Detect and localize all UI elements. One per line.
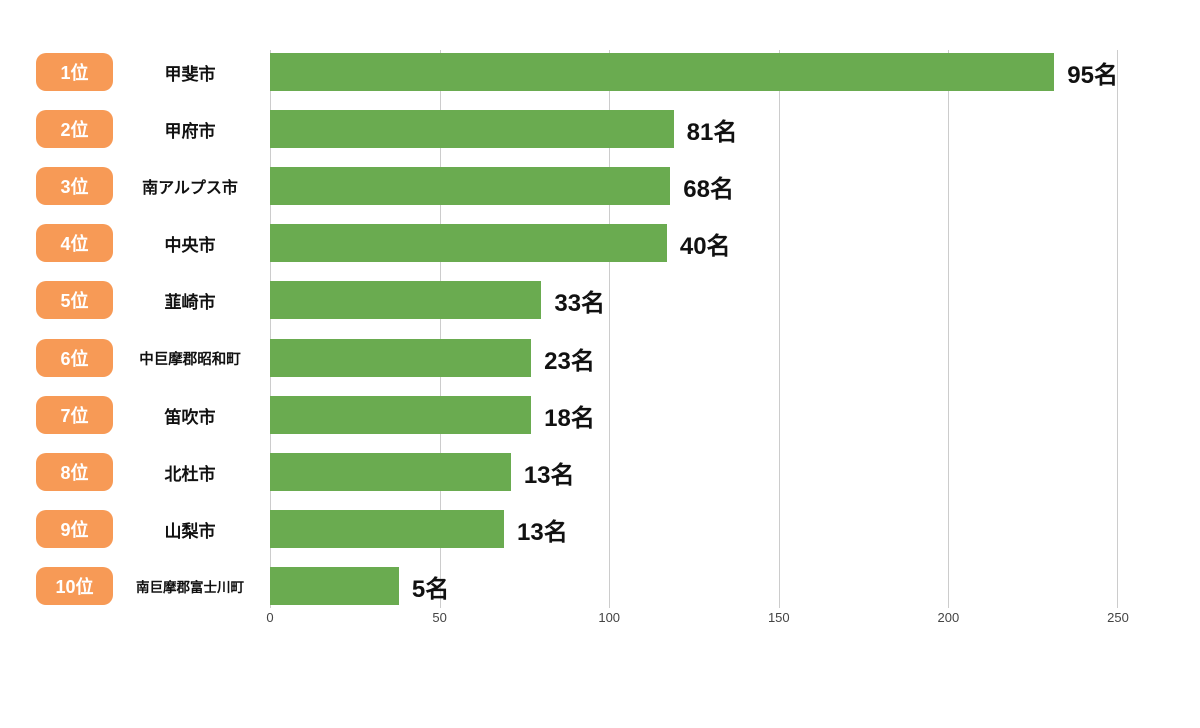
value-label: 13名 xyxy=(517,518,568,546)
value-label: 33名 xyxy=(554,289,606,317)
rank-label: 2位 xyxy=(60,120,89,140)
x-tick-label: 250 xyxy=(1107,610,1129,625)
rank-badge: 9位 xyxy=(36,510,113,548)
x-tick-label: 0 xyxy=(266,610,274,625)
ranking-row: 1位 甲斐市 95名 xyxy=(0,53,1200,91)
ranking-row: 7位 笛吹市 18名 xyxy=(0,396,1200,434)
rank-label: 9位 xyxy=(60,520,89,540)
value-label: 81名 xyxy=(686,118,738,146)
gridline xyxy=(270,50,271,608)
ranking-row: 3位 南アルプス市 68名 xyxy=(0,167,1200,205)
rank-badge: 1位 xyxy=(36,53,113,91)
bar-track: 13名 xyxy=(270,510,1118,548)
gridlines xyxy=(270,50,1118,608)
bar xyxy=(270,281,542,319)
ranking-row: 8位 北杜市 13名 xyxy=(0,453,1200,491)
rank-label: 10位 xyxy=(55,577,94,597)
rank-badge: 8位 xyxy=(36,453,113,491)
ranking-row: 10位 南巨摩郡富士川町 5名 xyxy=(0,567,1200,605)
bar-track: 23名 xyxy=(270,339,1118,377)
city-label: 山梨市 xyxy=(164,521,216,541)
bar xyxy=(270,396,532,434)
city-label: 中巨摩郡昭和町 xyxy=(139,351,241,368)
bar-track: 40名 xyxy=(270,224,1118,262)
bar-track: 81名 xyxy=(270,110,1118,148)
city-label: 笛吹市 xyxy=(164,407,216,427)
ranking-row: 6位 中巨摩郡昭和町 23名 xyxy=(0,339,1200,377)
city-label: 韮崎市 xyxy=(164,292,216,312)
rank-label: 8位 xyxy=(60,463,89,483)
rank-badge: 3位 xyxy=(36,167,113,205)
value-label: 95名 xyxy=(1067,61,1118,89)
rank-badge: 10位 xyxy=(36,567,113,605)
gridline xyxy=(439,50,441,608)
x-tick-label: 150 xyxy=(767,610,790,625)
rank-label: 5位 xyxy=(60,291,89,311)
value-label: 5名 xyxy=(411,575,450,603)
bar xyxy=(270,567,399,605)
bar-track: 68名 xyxy=(270,167,1118,205)
ranking-row: 5位 韮崎市 33名 xyxy=(0,281,1200,319)
bar xyxy=(270,224,667,262)
value-label: 23名 xyxy=(544,347,595,375)
city-label: 中央市 xyxy=(164,235,216,255)
bar-track: 95名 xyxy=(270,53,1118,91)
rank-label: 3位 xyxy=(60,177,89,197)
gridline xyxy=(778,50,780,608)
ranking-row: 9位 山梨市 13名 xyxy=(0,510,1200,548)
city-label: 南巨摩郡富士川町 xyxy=(136,580,244,595)
city-label: 甲府市 xyxy=(164,121,216,141)
value-label: 40名 xyxy=(679,232,731,260)
city-label: 甲斐市 xyxy=(164,64,216,84)
gridline xyxy=(948,50,950,608)
x-tick-label: 200 xyxy=(937,610,960,625)
x-tick-label: 50 xyxy=(432,610,447,625)
city-label: 南アルプス市 xyxy=(142,180,238,197)
rank-badge: 4位 xyxy=(36,224,113,262)
city-label: 北杜市 xyxy=(164,464,216,484)
bar-track: 13名 xyxy=(270,453,1118,491)
x-tick-label: 100 xyxy=(598,610,621,625)
value-label: 13名 xyxy=(523,461,575,489)
rank-badge: 7位 xyxy=(36,396,113,434)
bar xyxy=(270,53,1055,91)
bar xyxy=(270,110,674,148)
bar xyxy=(270,453,511,491)
gridline xyxy=(609,50,611,608)
gridline xyxy=(1117,50,1118,608)
bar-track: 18名 xyxy=(270,396,1118,434)
value-label: 18名 xyxy=(544,404,595,432)
rank-label: 1位 xyxy=(60,63,89,83)
rank-badge: 6位 xyxy=(36,339,113,377)
ranking-row: 2位 甲府市 81名 xyxy=(0,110,1200,148)
value-label: 68名 xyxy=(683,175,734,203)
bar xyxy=(270,167,671,205)
bar xyxy=(270,339,532,377)
rank-badge: 2位 xyxy=(36,110,113,148)
bar-track: 33名 xyxy=(270,281,1118,319)
rank-badge: 5位 xyxy=(36,281,113,319)
x-axis: 0 50 100 150 200 250 xyxy=(266,610,1128,630)
bar xyxy=(270,510,505,548)
bar-track: 5名 xyxy=(270,567,1118,605)
rank-label: 4位 xyxy=(60,234,89,254)
rank-label: 6位 xyxy=(60,349,89,369)
rank-label: 7位 xyxy=(60,406,89,426)
ranking-row: 4位 中央市 40名 xyxy=(0,224,1200,262)
